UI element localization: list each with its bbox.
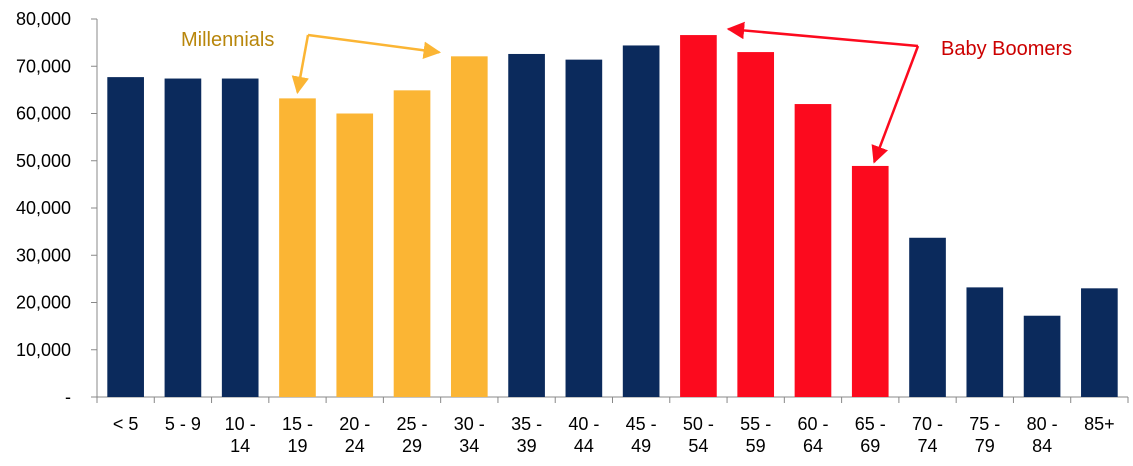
x-tick-label: < 5: [113, 414, 139, 434]
bar-other: [622, 45, 660, 398]
bar-boomers: [680, 35, 717, 397]
y-axis: - 10,000 20,000 30,000 40,000 50,000 60,000 70,…: [16, 9, 98, 407]
x-tick-label: 40 -44: [568, 414, 599, 456]
y-tick-label: 20,000: [16, 293, 71, 313]
x-tick-label: 30 -34: [454, 414, 485, 456]
y-tick-label: 60,000: [16, 104, 71, 124]
baby-boomers-arrow: [871, 45, 920, 164]
y-tick-label: 10,000: [16, 340, 71, 360]
bar-other: [508, 53, 545, 398]
x-tick-label: 75 -79: [969, 414, 1000, 456]
x-tick-label: 85+: [1084, 414, 1115, 434]
x-tick-label: 10 -14: [225, 414, 256, 456]
y-tick-label: 50,000: [16, 151, 71, 171]
bar-millennials: [450, 56, 488, 397]
bar-other: [164, 78, 202, 397]
millennials-arrow: [291, 34, 310, 95]
x-tick-label: 25 -29: [397, 414, 428, 456]
x-tick-label: 60 -64: [797, 414, 828, 456]
y-tick-label: 80,000: [16, 9, 71, 29]
bar-millennials: [336, 113, 374, 397]
baby-boomers-arrow: [726, 21, 919, 48]
bar-other: [107, 77, 144, 398]
x-tick-label: 15 -19: [282, 414, 313, 456]
y-tick-label: 40,000: [16, 198, 71, 218]
bar-other: [1023, 315, 1061, 397]
bar-millennials: [393, 90, 431, 397]
bar-other: [1081, 288, 1118, 397]
x-tick-label: 45 -49: [626, 414, 657, 456]
x-tick-label: 35 -39: [511, 414, 542, 456]
annotations: Millennials Baby Boomers: [181, 21, 1072, 164]
x-tick-label: 50 -54: [683, 414, 714, 456]
bar-other: [565, 59, 603, 397]
x-axis: < 5 5 - 9 10 -14 15 -19 20 -24 25 -29 30 -34 35…: [96, 396, 1129, 456]
x-tick-label: 65 -69: [855, 414, 886, 456]
y-tick-label: 70,000: [16, 56, 71, 76]
annotation-baby-boomers: Baby Boomers: [941, 38, 1072, 60]
bar-other: [909, 237, 946, 397]
bar-boomers: [737, 52, 775, 397]
bar-other: [221, 78, 259, 397]
annotation-millennials: Millennials: [181, 29, 274, 51]
millennials-arrow: [307, 33, 442, 59]
bar-millennials: [279, 98, 316, 397]
y-tick-label: 30,000: [16, 245, 71, 265]
x-tick-label: 55 -59: [740, 414, 771, 456]
bar-series: [107, 35, 1118, 398]
x-tick-label: 70 -74: [912, 414, 943, 456]
bar-other: [966, 287, 1004, 397]
x-tick-label: 20 -24: [339, 414, 370, 456]
y-tick-label: -: [65, 387, 71, 407]
x-tick-label: 80 -84: [1027, 414, 1058, 456]
bar-boomers: [851, 165, 889, 397]
bar-boomers: [794, 104, 832, 398]
x-tick-label: 5 - 9: [165, 414, 201, 434]
